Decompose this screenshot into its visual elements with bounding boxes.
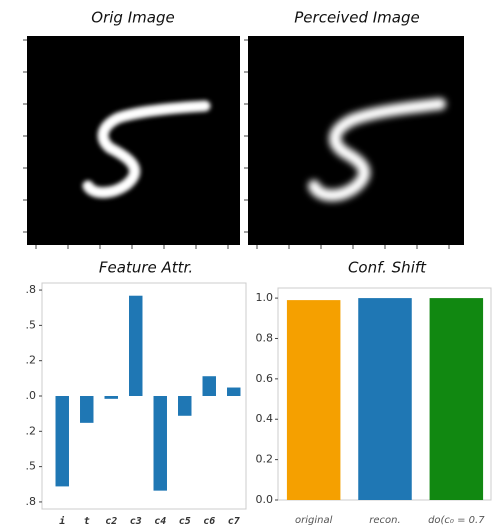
y-tick-label: 0.6: [256, 372, 274, 385]
image-title: Orig Image: [91, 9, 174, 27]
x-tick-label: c7: [228, 516, 240, 527]
x-tick-label: original: [295, 515, 333, 526]
y-tick-label: 0.8: [256, 331, 274, 344]
image-frame: [27, 36, 240, 245]
y-tick-label: .0: [26, 389, 37, 402]
bar: [129, 296, 142, 396]
bar: [80, 396, 93, 423]
bar: [227, 388, 240, 396]
x-tick-label: c2: [105, 516, 117, 527]
figure: Orig Image Perceived Image Feature Attr.…: [0, 0, 492, 529]
y-tick-label: .5: [26, 460, 37, 473]
bar: [178, 396, 191, 416]
x-tick-label: c6: [203, 516, 215, 527]
x-tick-label: recon.: [369, 515, 400, 526]
bar: [105, 396, 118, 399]
y-tick-label: 1.0: [256, 291, 274, 304]
x-tick-label: c5: [179, 516, 191, 527]
x-tick-label: do(c₀ = 0.7: [428, 515, 485, 526]
x-tick-label: c4: [154, 516, 166, 527]
bar: [430, 298, 484, 500]
x-tick-label: t: [84, 516, 90, 527]
y-tick-label: .8: [26, 283, 37, 296]
x-tick-label: c3: [130, 516, 142, 527]
y-tick-label: .5: [26, 318, 37, 331]
y-tick-label: .8: [26, 495, 37, 508]
image-frame: [248, 36, 464, 245]
perceived-image: [248, 36, 464, 245]
bar: [287, 300, 341, 500]
x-tick-label: i: [59, 515, 65, 527]
orig-image: [27, 36, 240, 245]
bar: [203, 376, 216, 396]
image-title: Perceived Image: [294, 9, 419, 27]
y-tick-label: 0.2: [256, 453, 274, 466]
chart-title: Feature Attr.: [99, 259, 193, 277]
bar: [56, 396, 69, 486]
y-tick-label: .2: [26, 424, 37, 437]
page: {"chart_data": [ {"type": "image", "titl…: [0, 0, 492, 529]
chart-title: Conf. Shift: [348, 259, 427, 277]
bar: [358, 298, 412, 500]
bar: [154, 396, 167, 491]
y-tick-label: 0.4: [256, 412, 274, 425]
y-tick-label: 0.0: [256, 493, 274, 506]
y-tick-label: .2: [26, 354, 37, 367]
